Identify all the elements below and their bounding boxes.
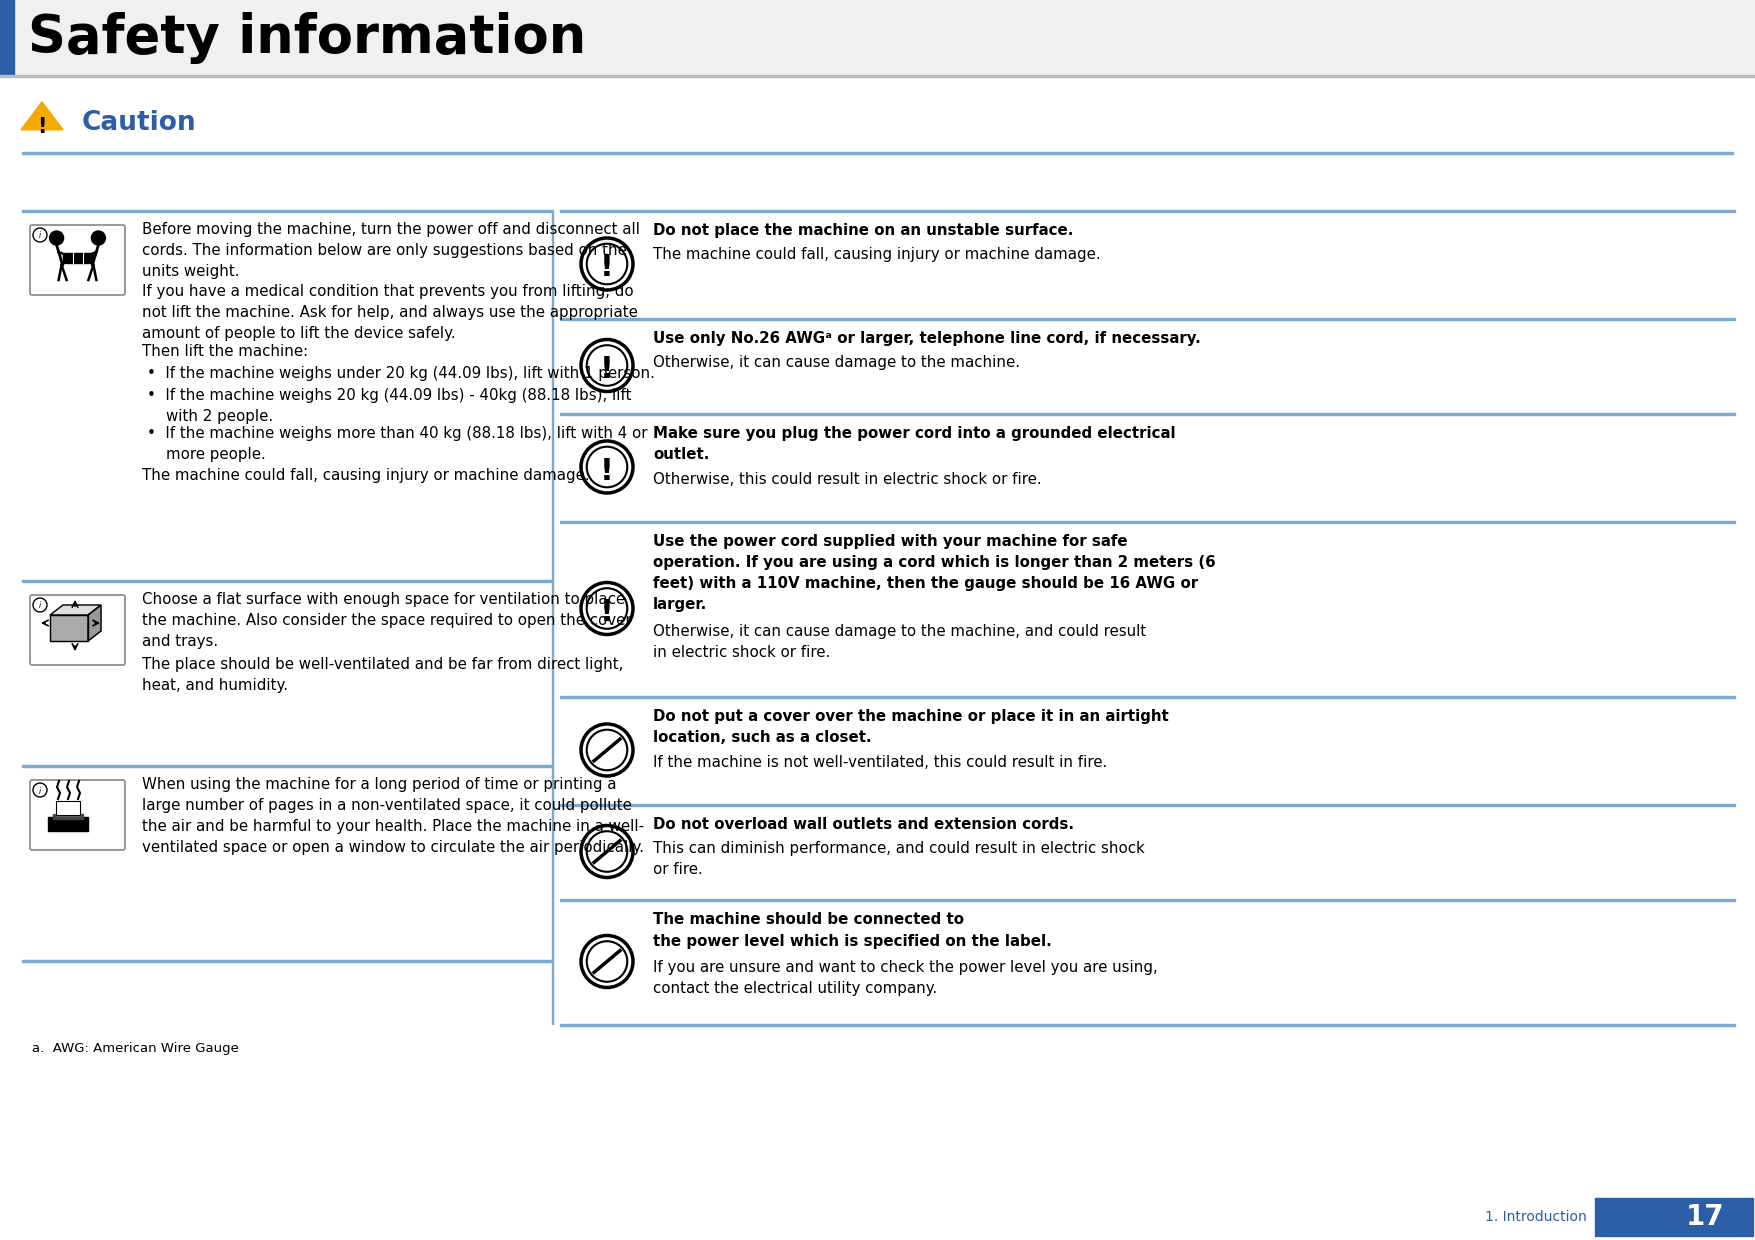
Text: Do not put a cover over the machine or place it in an airtight
location, such as: Do not put a cover over the machine or p… (653, 709, 1169, 745)
Text: !: ! (600, 598, 614, 627)
Text: !: ! (600, 355, 614, 384)
Text: !: ! (600, 456, 614, 486)
Text: Use only No.26 AWGᵃ or larger, telephone line cord, if necessary.: Use only No.26 AWGᵃ or larger, telephone… (653, 331, 1200, 346)
Bar (47, 817, 88, 831)
Text: If you have a medical condition that prevents you from lifting, do
not lift the : If you have a medical condition that pre… (142, 284, 637, 341)
Text: the power level which is specified on the label.: the power level which is specified on th… (653, 934, 1051, 949)
Bar (0, 0, 14, 74)
Text: Caution: Caution (82, 110, 197, 136)
Text: If you are unsure and want to check the power level you are using,
contact the e: If you are unsure and want to check the … (653, 960, 1158, 996)
Text: The machine could fall, causing injury or machine damage.: The machine could fall, causing injury o… (653, 247, 1100, 262)
Text: Then lift the machine:: Then lift the machine: (142, 343, 309, 360)
Bar (49, 615, 88, 641)
Circle shape (91, 231, 105, 246)
Text: i: i (39, 601, 40, 610)
Text: The machine could fall, causing injury or machine damage.: The machine could fall, causing injury o… (142, 467, 590, 484)
Text: 1. Introduction: 1. Introduction (1485, 1210, 1587, 1224)
Text: Use the power cord supplied with your machine for safe
operation. If you are usi: Use the power cord supplied with your ma… (653, 534, 1216, 613)
Bar (560, 899, 1736, 900)
Text: •  If the machine weighs 20 kg (44.09 lbs) - 40kg (88.18 lbs), lift
    with 2 p: • If the machine weighs 20 kg (44.09 lbs… (147, 388, 632, 424)
Text: a.  AWG: American Wire Gauge: a. AWG: American Wire Gauge (32, 1042, 239, 1055)
Text: !: ! (600, 253, 614, 283)
Polygon shape (21, 102, 63, 130)
Text: If the machine is not well-ventilated, this could result in fire.: If the machine is not well-ventilated, t… (653, 755, 1107, 770)
Bar (56, 801, 81, 815)
Text: Do not overload wall outlets and extension cords.: Do not overload wall outlets and extensi… (653, 817, 1074, 832)
Bar (56, 801, 81, 815)
Text: This can diminish performance, and could result in electric shock
or fire.: This can diminish performance, and could… (653, 841, 1144, 877)
Bar (560, 1024, 1736, 1025)
Bar (51, 825, 84, 830)
Text: When using the machine for a long period of time or printing a
large number of p: When using the machine for a long period… (142, 777, 644, 856)
Bar (0, 74, 1755, 77)
Bar (560, 521, 1736, 522)
Text: Otherwise, it can cause damage to the machine, and could result
in electric shoc: Otherwise, it can cause damage to the ma… (653, 624, 1146, 660)
Text: Make sure you plug the power cord into a grounded electrical
outlet.: Make sure you plug the power cord into a… (653, 427, 1176, 463)
Bar (63, 253, 93, 263)
Text: !: ! (37, 117, 47, 136)
Text: Before moving the machine, turn the power off and disconnect all
cords. The info: Before moving the machine, turn the powe… (142, 222, 641, 279)
Text: i: i (39, 786, 40, 796)
Bar (560, 210, 1736, 212)
FancyBboxPatch shape (30, 595, 125, 665)
FancyBboxPatch shape (30, 780, 125, 849)
Text: Safety information: Safety information (28, 11, 586, 63)
Bar (560, 317, 1736, 320)
Bar (23, 153, 1732, 154)
Text: Otherwise, this could result in electric shock or fire.: Otherwise, this could result in electric… (653, 472, 1042, 487)
Polygon shape (49, 605, 102, 615)
Bar (1595, 1198, 1753, 1236)
Bar (23, 960, 553, 961)
Text: •  If the machine weighs under 20 kg (44.09 lbs), lift with 1 person.: • If the machine weighs under 20 kg (44.… (147, 366, 655, 381)
Bar (53, 813, 82, 818)
FancyBboxPatch shape (30, 224, 125, 295)
Bar (0, 0, 1755, 74)
Bar (560, 413, 1736, 414)
Text: •  If the machine weighs more than 40 kg (88.18 lbs), lift with 4 or
    more pe: • If the machine weighs more than 40 kg … (147, 427, 648, 463)
Bar (23, 765, 553, 766)
Bar (23, 210, 553, 212)
Text: Otherwise, it can cause damage to the machine.: Otherwise, it can cause damage to the ma… (653, 355, 1020, 370)
Text: Do not place the machine on an unstable surface.: Do not place the machine on an unstable … (653, 223, 1074, 238)
Polygon shape (88, 605, 102, 641)
Bar (49, 615, 88, 641)
Text: The place should be well-ventilated and be far from direct light,
heat, and humi: The place should be well-ventilated and … (142, 657, 623, 693)
Circle shape (49, 231, 63, 246)
Text: 17: 17 (1687, 1203, 1725, 1231)
Bar (23, 580, 553, 582)
Bar (51, 825, 84, 830)
Text: Choose a flat surface with enough space for ventilation to place
the machine. Al: Choose a flat surface with enough space … (142, 591, 632, 649)
Text: i: i (39, 232, 40, 241)
Bar (560, 696, 1736, 697)
Bar (560, 804, 1736, 806)
Text: The machine should be connected to: The machine should be connected to (653, 911, 963, 928)
